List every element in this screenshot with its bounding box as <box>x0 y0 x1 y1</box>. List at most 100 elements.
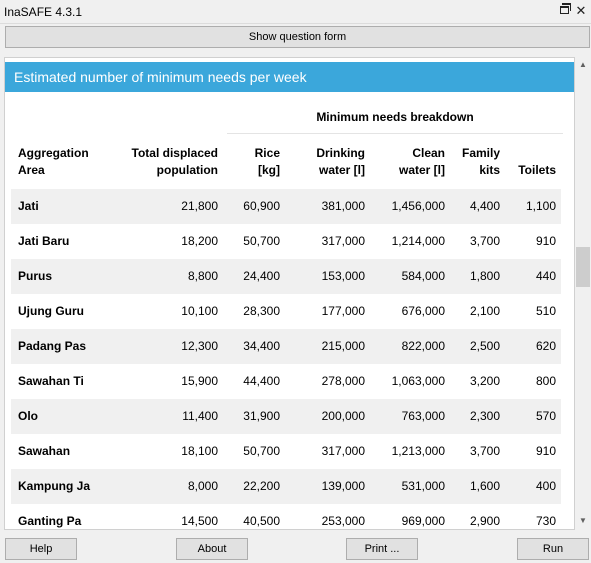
float-window-icon[interactable] <box>557 4 571 18</box>
column-header-line: Aggregation <box>18 145 118 162</box>
window-title: InaSAFE 4.3.1 <box>4 5 82 19</box>
column-header-line: Total displaced <box>119 145 218 162</box>
table-row: Purus 8,800 24,400 153,000 584,000 1,800 440 <box>11 259 561 294</box>
report-heading: Estimated number of minimum needs per we… <box>5 62 575 92</box>
value-cell-drinking-water: 215,000 <box>283 329 365 364</box>
value-cell-rice: 34,400 <box>226 329 280 364</box>
value-cell-clean-water: 1,213,000 <box>368 434 445 469</box>
show-question-form-button[interactable]: Show question form <box>5 26 590 48</box>
value-cell-total-displaced: 15,900 <box>119 364 218 399</box>
group-header-divider <box>227 133 563 134</box>
table-row: Kampung Ja 8,000 22,200 139,000 531,000 1,600… <box>11 469 561 504</box>
table-row: Ganting Pa 14,500 40,500 253,000 969,000 2,90… <box>11 504 561 530</box>
column-header-clean-water: Clean water [l] <box>368 145 445 179</box>
value-cell-drinking-water: 200,000 <box>283 399 365 434</box>
about-button[interactable]: About <box>176 538 248 560</box>
value-cell-clean-water: 1,063,000 <box>368 364 445 399</box>
area-name-cell: Olo <box>18 399 118 434</box>
value-cell-drinking-water: 278,000 <box>283 364 365 399</box>
value-cell-total-displaced: 18,100 <box>119 434 218 469</box>
group-header: Minimum needs breakdown <box>227 110 563 124</box>
value-cell-drinking-water: 253,000 <box>283 504 365 530</box>
table-row: Ujung Guru 10,100 28,300 177,000 676,000 2,10… <box>11 294 561 329</box>
value-cell-drinking-water: 177,000 <box>283 294 365 329</box>
value-cell-clean-water: 676,000 <box>368 294 445 329</box>
value-cell-clean-water: 822,000 <box>368 329 445 364</box>
table-row: Padang Pas 12,300 34,400 215,000 822,000 2,50… <box>11 329 561 364</box>
value-cell-family-kits: 2,300 <box>448 399 500 434</box>
column-header-family-kits: Family kits <box>448 145 500 179</box>
value-cell-clean-water: 1,456,000 <box>368 189 445 224</box>
area-name-cell: Kampung Ja <box>18 469 118 504</box>
column-header-total-displaced: Total displaced population <box>119 145 218 179</box>
scrollbar-thumb[interactable] <box>576 247 590 287</box>
print-button[interactable]: Print ... <box>346 538 418 560</box>
area-name-cell: Sawahan <box>18 434 118 469</box>
value-cell-clean-water: 584,000 <box>368 259 445 294</box>
value-cell-total-displaced: 14,500 <box>119 504 218 530</box>
value-cell-family-kits: 2,900 <box>448 504 500 530</box>
value-cell-total-displaced: 12,300 <box>119 329 218 364</box>
vertical-scrollbar[interactable]: ▲ ▼ <box>575 57 591 530</box>
value-cell-drinking-water: 317,000 <box>283 224 365 259</box>
column-header-line: kits <box>448 162 500 179</box>
column-header-aggregation-area: Aggregation Area <box>18 145 118 179</box>
column-header-line: Rice <box>226 145 280 162</box>
value-cell-toilets: 570 <box>503 399 556 434</box>
value-cell-total-displaced: 11,400 <box>119 399 218 434</box>
value-cell-drinking-water: 139,000 <box>283 469 365 504</box>
value-cell-toilets: 910 <box>503 434 556 469</box>
run-button[interactable]: Run <box>517 538 589 560</box>
close-icon[interactable]: ✕ <box>574 4 588 18</box>
value-cell-drinking-water: 153,000 <box>283 259 365 294</box>
table-row: Sawahan 18,100 50,700 317,000 1,213,000 3,700… <box>11 434 561 469</box>
table-row: Sawahan Ti 15,900 44,400 278,000 1,063,000 3,… <box>11 364 561 399</box>
value-cell-toilets: 440 <box>503 259 556 294</box>
value-cell-rice: 28,300 <box>226 294 280 329</box>
scroll-down-icon[interactable]: ▼ <box>579 516 587 525</box>
area-name-cell: Jati Baru <box>18 224 118 259</box>
column-header-line: water [l] <box>283 162 365 179</box>
value-cell-family-kits: 2,100 <box>448 294 500 329</box>
value-cell-family-kits: 3,700 <box>448 434 500 469</box>
column-header-rice: Rice [kg] <box>226 145 280 179</box>
scroll-up-icon[interactable]: ▲ <box>579 60 587 69</box>
value-cell-toilets: 910 <box>503 224 556 259</box>
value-cell-clean-water: 969,000 <box>368 504 445 530</box>
value-cell-rice: 24,400 <box>226 259 280 294</box>
value-cell-rice: 31,900 <box>226 399 280 434</box>
value-cell-family-kits: 1,800 <box>448 259 500 294</box>
report-panel: Estimated number of minimum needs per we… <box>4 57 575 530</box>
help-button[interactable]: Help <box>5 538 77 560</box>
column-header-line: water [l] <box>368 162 445 179</box>
column-header-line: Area <box>18 162 118 179</box>
column-header-line: Clean <box>368 145 445 162</box>
value-cell-toilets: 620 <box>503 329 556 364</box>
column-header-drinking-water: Drinking water [l] <box>283 145 365 179</box>
value-cell-rice: 50,700 <box>226 434 280 469</box>
area-name-cell: Jati <box>18 189 118 224</box>
value-cell-toilets: 1,100 <box>503 189 556 224</box>
value-cell-rice: 44,400 <box>226 364 280 399</box>
column-header-line <box>503 145 556 162</box>
value-cell-drinking-water: 317,000 <box>283 434 365 469</box>
value-cell-total-displaced: 10,100 <box>119 294 218 329</box>
value-cell-rice: 22,200 <box>226 469 280 504</box>
table-row: Jati 21,800 60,900 381,000 1,456,000 4,400 1,1… <box>11 189 561 224</box>
value-cell-rice: 40,500 <box>226 504 280 530</box>
value-cell-family-kits: 4,400 <box>448 189 500 224</box>
value-cell-total-displaced: 21,800 <box>119 189 218 224</box>
column-header-line: Toilets <box>503 162 556 179</box>
area-name-cell: Padang Pas <box>18 329 118 364</box>
value-cell-family-kits: 3,700 <box>448 224 500 259</box>
area-name-cell: Purus <box>18 259 118 294</box>
value-cell-toilets: 800 <box>503 364 556 399</box>
value-cell-total-displaced: 8,000 <box>119 469 218 504</box>
value-cell-family-kits: 2,500 <box>448 329 500 364</box>
area-name-cell: Ujung Guru <box>18 294 118 329</box>
value-cell-rice: 50,700 <box>226 224 280 259</box>
table-row: Jati Baru 18,200 50,700 317,000 1,214,000 3,7… <box>11 224 561 259</box>
column-header-line: population <box>119 162 218 179</box>
value-cell-clean-water: 1,214,000 <box>368 224 445 259</box>
